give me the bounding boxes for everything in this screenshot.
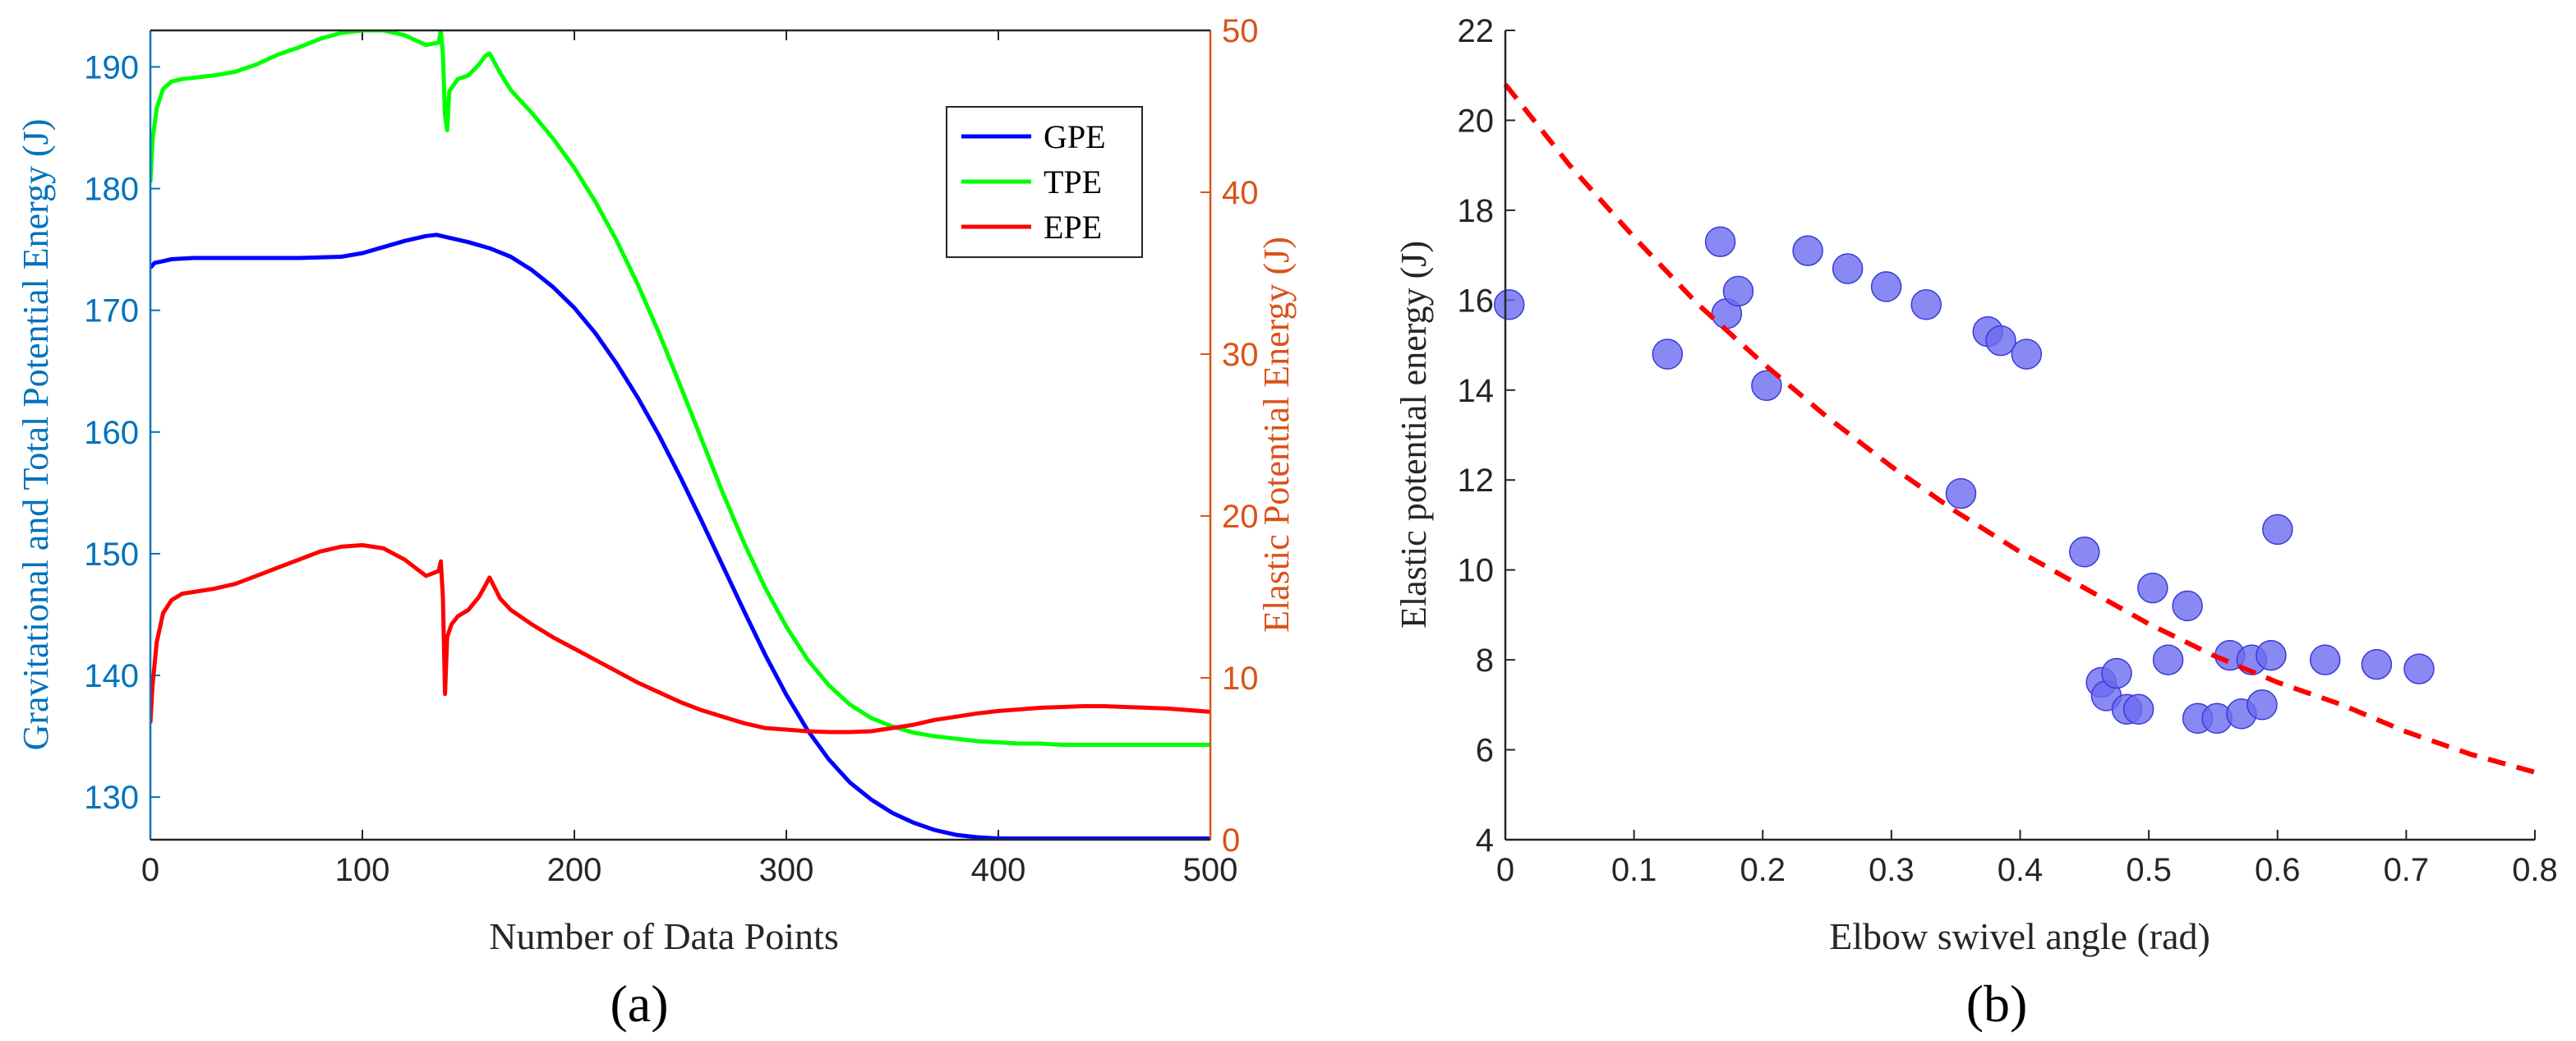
fit-curve [1503,82,2536,775]
scatter-point [2101,657,2132,689]
x-tick-label: 0.7 [2384,852,2430,888]
y-right-tick-label: 0 [1222,822,1240,859]
y-left-tick-label: 190 [84,49,139,85]
x-tick-label: 0.3 [1869,852,1915,888]
scatter-point [1792,235,1823,266]
x-tick-label: 0.8 [2512,852,2558,888]
series-line-gpe [150,233,1210,840]
scatter-point [2309,644,2341,675]
scatter-point [2403,653,2435,684]
panel-a-ylabel-right: Elastic Potential Energy (J) [1256,237,1297,633]
x-tick-label: 200 [547,852,602,888]
scatter-point [2137,572,2168,604]
y-tick-label: 10 [1458,553,1495,589]
y-right-tick-label: 40 [1222,175,1259,211]
y-left-tick-label: 130 [84,780,139,816]
x-tick-label: 300 [759,852,814,888]
scatter-point [2172,590,2203,622]
scatter-point [2247,689,2278,721]
y-tick-label: 4 [1476,822,1494,859]
panel-a-xlabel: Number of Data Points [489,915,838,957]
x-tick-label: 100 [335,852,390,888]
y-tick-label: 18 [1458,193,1495,229]
y-right-tick-label: 50 [1222,13,1259,49]
legend-label-gpe: GPE [1044,118,1106,155]
panel-b-label: (b) [1966,974,2028,1033]
y-right-tick-label: 30 [1222,337,1259,373]
scatter-point [2011,339,2043,370]
series-line-tpe [150,30,1210,747]
scatter-point [2361,648,2393,680]
y-tick-label: 8 [1476,643,1494,679]
y-tick-label: 12 [1458,463,1495,499]
scatter-point [1751,370,1782,402]
scatter-point [2122,693,2154,725]
y-left-tick-label: 150 [84,537,139,573]
scatter-point [1832,253,1864,284]
panel-b-series [1493,82,2536,775]
y-tick-label: 14 [1458,373,1495,409]
legend-label-tpe: TPE [1044,164,1102,200]
x-tick-label: 0 [141,852,159,888]
y-left-tick-label: 180 [84,172,139,208]
x-tick-label: 0.2 [1740,852,1786,888]
x-tick-label: 400 [971,852,1026,888]
scatter-point [1493,289,1525,320]
panel-a-label: (a) [610,974,668,1033]
scatter-point [1985,325,2016,357]
x-tick-label: 0 [1496,852,1514,888]
y-tick-label: 16 [1458,283,1495,319]
x-tick-label: 0.1 [1611,852,1657,888]
panel-a-ylabel-left: Gravitational and Total Potential Energy… [16,119,56,751]
y-left-tick-label: 160 [84,415,139,451]
y-left-tick-label: 170 [84,293,139,329]
y-tick-label: 20 [1458,103,1495,139]
scatter-point [2069,537,2100,568]
panel-b: 0 0.1 0.2 0.3 0.4 0.5 0.6 0.7 0.8 4 6 8 10 12 14 16 18 20… [1394,13,2558,1033]
scatter-point [1704,226,1736,257]
panel-a: 0 100 200 300 400 500 130 140 150 160 170 180 190 0 10… [16,13,1297,1033]
scatter-point [2262,514,2293,546]
x-tick-label: 500 [1183,852,1238,888]
y-left-tick-label: 140 [84,658,139,694]
scatter-point [2152,644,2184,675]
x-tick-label: 0.5 [2126,852,2172,888]
series-line-epe [150,543,1210,735]
x-tick-label: 0.4 [1998,852,2044,888]
y-tick-label: 22 [1458,13,1495,49]
y-tick-label: 6 [1476,733,1494,769]
panel-b-ylabel: Elastic potential energy (J) [1394,241,1434,629]
legend-label-epe: EPE [1044,209,1102,246]
y-right-tick-label: 20 [1222,499,1259,535]
scatter-point [1910,289,1942,320]
panel-b-xlabel: Elbow swivel angle (rad) [1829,915,2210,957]
scatter-point [2256,639,2287,671]
scatter-point [1652,339,1684,370]
scatter-point [1722,275,1754,307]
scatter-point [1870,271,1902,302]
x-tick-label: 0.6 [2255,852,2301,888]
scatter-point [1945,477,1977,509]
plot-area-b [1505,30,2535,840]
y-right-tick-label: 10 [1222,661,1259,697]
legend: GPE TPE EPE [946,106,1143,258]
panel-a-series [150,30,1210,840]
